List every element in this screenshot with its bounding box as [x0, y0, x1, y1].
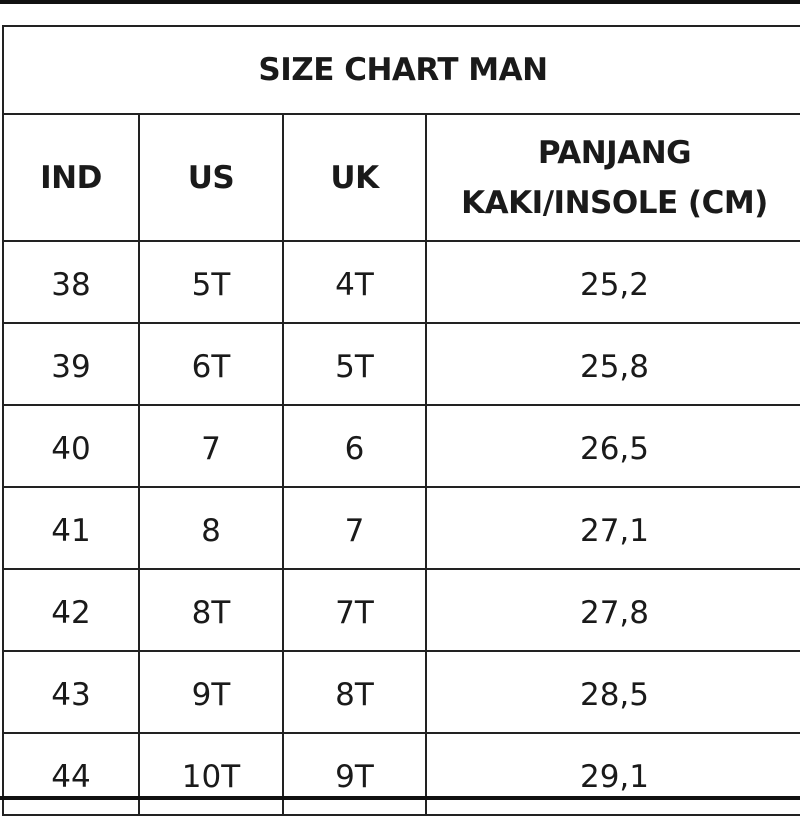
cell-ind: 39	[2, 322, 140, 406]
cell-insole-cm: 26,5	[425, 404, 800, 488]
cell-uk: 6	[282, 404, 427, 488]
cell-insole-cm: 28,5	[425, 650, 800, 734]
cell-insole-cm: 25,8	[425, 322, 800, 406]
table-row: 44 10T 9T 29,1	[2, 732, 800, 816]
top-border-bar	[0, 0, 800, 4]
cell-ind: 44	[2, 732, 140, 816]
cell-uk: 7	[282, 486, 427, 570]
size-chart-table: SIZE CHART MAN IND US UK PANJANG KAKI/IN…	[2, 25, 800, 816]
cell-ind: 38	[2, 240, 140, 324]
cell-us: 10T	[138, 732, 284, 816]
cell-ind: 43	[2, 650, 140, 734]
table-title: SIZE CHART MAN	[2, 25, 800, 115]
header-insole-length: PANJANG KAKI/INSOLE (CM)	[425, 113, 800, 242]
cell-us: 5T	[138, 240, 284, 324]
cell-us: 9T	[138, 650, 284, 734]
table-row: 39 6T 5T 25,8	[2, 322, 800, 406]
bottom-border-bar	[0, 796, 800, 800]
cell-ind: 40	[2, 404, 140, 488]
table-row: 40 7 6 26,5	[2, 404, 800, 488]
cell-us: 6T	[138, 322, 284, 406]
header-ind: IND	[2, 113, 140, 242]
cell-us: 8	[138, 486, 284, 570]
header-insole-line-2: KAKI/INSOLE (CM)	[461, 184, 768, 221]
header-insole-line-1: PANJANG	[537, 134, 692, 171]
header-row: IND US UK PANJANG KAKI/INSOLE (CM)	[2, 113, 800, 242]
table-row: 42 8T 7T 27,8	[2, 568, 800, 652]
table-row: 38 5T 4T 25,2	[2, 240, 800, 324]
cell-us: 7	[138, 404, 284, 488]
header-us: US	[138, 113, 284, 242]
cell-insole-cm: 29,1	[425, 732, 800, 816]
cell-ind: 41	[2, 486, 140, 570]
cell-uk: 8T	[282, 650, 427, 734]
cell-uk: 5T	[282, 322, 427, 406]
cell-insole-cm: 27,1	[425, 486, 800, 570]
header-uk: UK	[282, 113, 427, 242]
cell-insole-cm: 27,8	[425, 568, 800, 652]
cell-uk: 7T	[282, 568, 427, 652]
cell-uk: 9T	[282, 732, 427, 816]
cell-insole-cm: 25,2	[425, 240, 800, 324]
table-row: 41 8 7 27,1	[2, 486, 800, 570]
cell-uk: 4T	[282, 240, 427, 324]
cell-ind: 42	[2, 568, 140, 652]
cell-us: 8T	[138, 568, 284, 652]
table-row: 43 9T 8T 28,5	[2, 650, 800, 734]
